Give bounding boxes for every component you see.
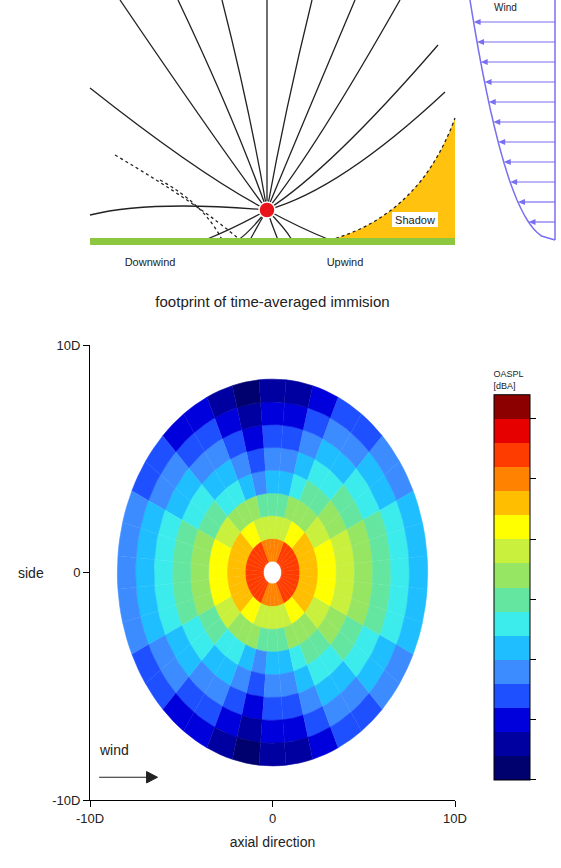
svg-text:0: 0 <box>73 565 80 580</box>
svg-text:0: 0 <box>269 811 276 826</box>
svg-text:Shadow: Shadow <box>395 214 435 226</box>
svg-text:wind: wind <box>99 742 129 758</box>
svg-text:Wind: Wind <box>494 2 517 13</box>
svg-text:Upwind: Upwind <box>327 256 364 268</box>
svg-text:axial direction: axial direction <box>230 834 316 850</box>
svg-text:-10D: -10D <box>52 793 80 808</box>
svg-text:10D: 10D <box>57 338 81 353</box>
svg-text:footprint of time-averaged imm: footprint of time-averaged immision <box>155 293 389 310</box>
svg-text:side: side <box>18 565 44 581</box>
svg-text:10D: 10D <box>443 811 467 826</box>
svg-text:-10D: -10D <box>76 811 104 826</box>
svg-text:Downwind: Downwind <box>125 256 176 268</box>
svg-text:OASPL[dBA]: OASPL[dBA] <box>494 369 524 391</box>
